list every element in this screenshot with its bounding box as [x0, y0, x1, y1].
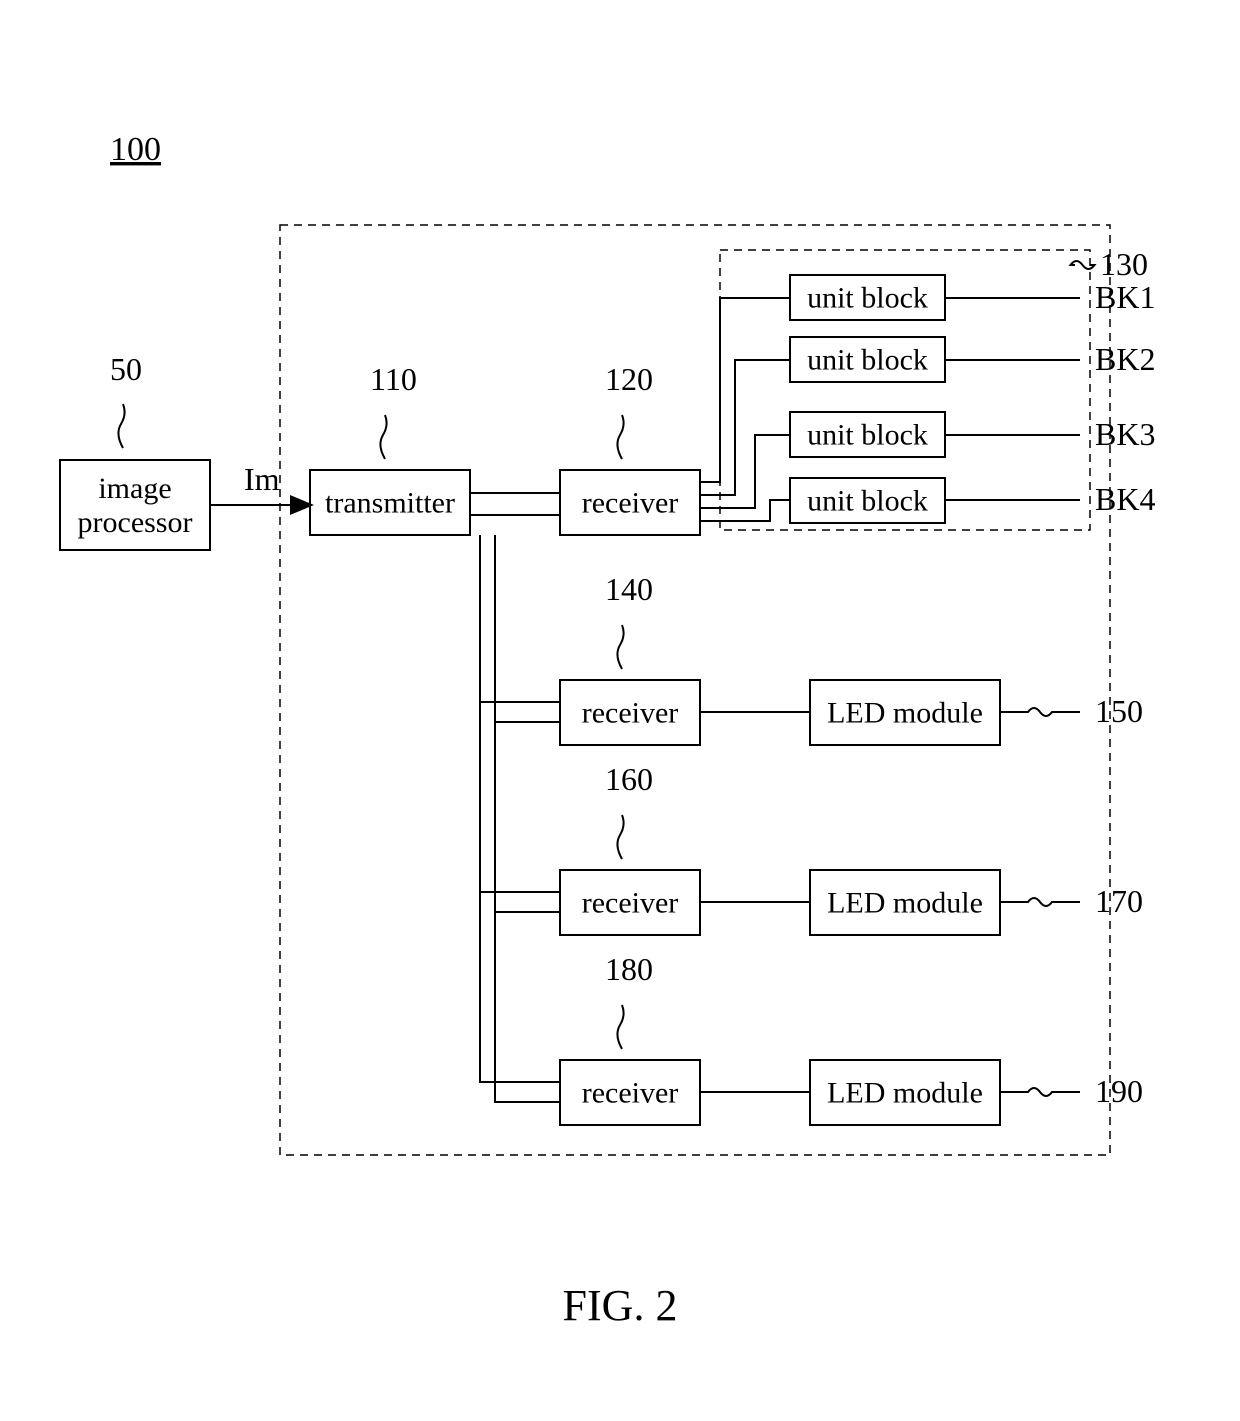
connector-rx120_to_bk3	[700, 435, 790, 508]
svg-text:receiver: receiver	[582, 1077, 679, 1110]
ref-label-170: 170	[1095, 883, 1143, 919]
connector-tx_to_rx160_a	[480, 702, 560, 892]
signal-label-im: Im	[244, 461, 280, 497]
unit_block_3: unit block	[790, 412, 945, 457]
svg-text:unit block: unit block	[807, 419, 928, 452]
svg-text:receiver: receiver	[582, 697, 679, 730]
transmitter: transmitter	[310, 470, 470, 535]
ref-label-130: 130	[1100, 246, 1148, 282]
ref-label-190: 190	[1095, 1073, 1143, 1109]
receiver_160: receiver	[560, 870, 700, 935]
svg-text:LED module: LED module	[827, 887, 983, 920]
svg-text:110: 110	[370, 361, 417, 397]
svg-text:receiver: receiver	[582, 887, 679, 920]
svg-text:120: 120	[605, 361, 653, 397]
svg-text:processor: processor	[78, 506, 193, 539]
led_150: LED module	[810, 680, 1000, 745]
blocks-layer: imageprocessor transmitter receiver receive…	[60, 275, 1000, 1125]
block-diagram: 100 imageprocessor transmitter receiver rec…	[0, 0, 1240, 1421]
ref-label-BK3: BK3	[1095, 416, 1155, 452]
ref-label-150: 150	[1095, 693, 1143, 729]
unit_block_1: unit block	[790, 275, 945, 320]
connector-tx_to_rx180_a	[480, 892, 560, 1082]
ref-label-BK2: BK2	[1095, 341, 1155, 377]
receiver_120: receiver	[560, 470, 700, 535]
connector-rx120_to_bk1	[700, 298, 790, 482]
connector-rx120_to_bk2	[700, 360, 790, 495]
svg-text:unit block: unit block	[807, 485, 928, 518]
svg-text:160: 160	[605, 761, 653, 797]
ref-label-BK1: BK1	[1095, 279, 1155, 315]
connector-tx_to_rx180_b	[495, 912, 560, 1102]
connector-tx_to_rx140_a	[480, 535, 560, 702]
svg-text:unit block: unit block	[807, 282, 928, 315]
led_170: LED module	[810, 870, 1000, 935]
receiver_140: receiver	[560, 680, 700, 745]
figure-caption: FIG. 2	[563, 1281, 678, 1330]
led_190: LED module	[810, 1060, 1000, 1125]
svg-text:180: 180	[605, 951, 653, 987]
unit_block_4: unit block	[790, 478, 945, 523]
unit_block_2: unit block	[790, 337, 945, 382]
svg-text:LED module: LED module	[827, 1077, 983, 1110]
image_processor: imageprocessor	[60, 460, 210, 550]
connector-tx_to_rx140_b	[495, 535, 560, 722]
svg-text:50: 50	[110, 351, 142, 387]
svg-text:unit block: unit block	[807, 344, 928, 377]
svg-text:transmitter: transmitter	[325, 487, 455, 520]
receiver_180: receiver	[560, 1060, 700, 1125]
svg-text:LED module: LED module	[827, 697, 983, 730]
ref-label-BK4: BK4	[1095, 481, 1155, 517]
connector-rx120_to_bk4	[700, 500, 790, 521]
svg-text:140: 140	[605, 571, 653, 607]
svg-text:receiver: receiver	[582, 487, 679, 520]
svg-text:image: image	[98, 472, 171, 505]
refs-layer: 50 110 120 140 160 180 130 150 170 190 BK1 BK2 BK3 BK…	[110, 246, 1155, 1109]
connector-tx_to_rx160_b	[495, 722, 560, 912]
system-number: 100	[110, 131, 161, 168]
